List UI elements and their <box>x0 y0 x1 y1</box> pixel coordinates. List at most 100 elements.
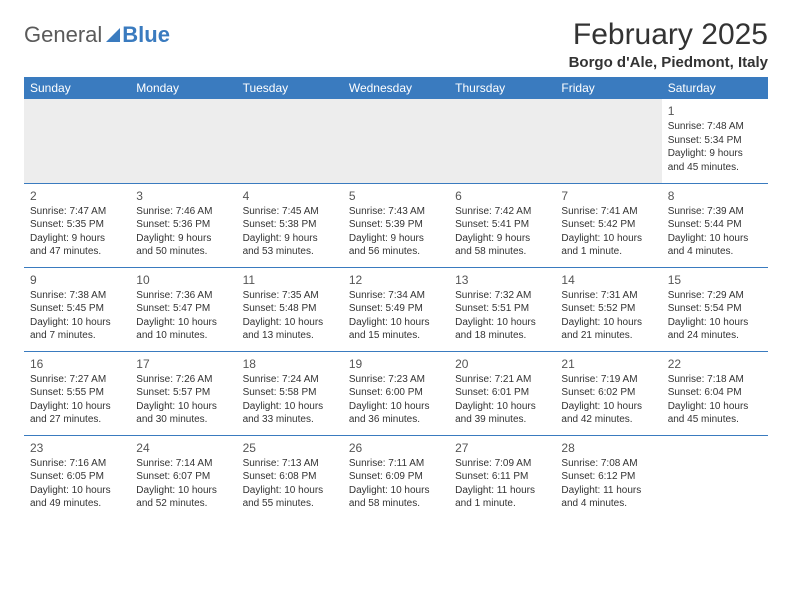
weekday-header: Sunday <box>24 77 130 99</box>
daylight-line: Daylight: 10 hours and 52 minutes. <box>136 484 230 511</box>
daylight-line: Daylight: 10 hours and 7 minutes. <box>30 316 124 343</box>
sunset-line: Sunset: 5:38 PM <box>243 218 337 232</box>
day-number: 5 <box>349 188 443 204</box>
sunrise-line: Sunrise: 7:26 AM <box>136 373 230 387</box>
calendar-day-cell: 15Sunrise: 7:29 AMSunset: 5:54 PMDayligh… <box>662 267 768 351</box>
sunrise-line: Sunrise: 7:48 AM <box>668 120 762 134</box>
sunset-line: Sunset: 6:02 PM <box>561 386 655 400</box>
sunrise-line: Sunrise: 7:08 AM <box>561 457 655 471</box>
day-number: 8 <box>668 188 762 204</box>
day-number: 27 <box>455 440 549 456</box>
day-number: 13 <box>455 272 549 288</box>
sunrise-line: Sunrise: 7:34 AM <box>349 289 443 303</box>
sunrise-line: Sunrise: 7:45 AM <box>243 205 337 219</box>
day-number: 6 <box>455 188 549 204</box>
day-number: 2 <box>30 188 124 204</box>
sunset-line: Sunset: 6:12 PM <box>561 470 655 484</box>
logo-text-general: General <box>24 22 102 48</box>
calendar-week-row: 1Sunrise: 7:48 AMSunset: 5:34 PMDaylight… <box>24 99 768 183</box>
calendar-empty-cell <box>449 99 555 183</box>
sunset-line: Sunset: 5:47 PM <box>136 302 230 316</box>
daylight-line: Daylight: 9 hours and 50 minutes. <box>136 232 230 259</box>
daylight-line: Daylight: 9 hours and 53 minutes. <box>243 232 337 259</box>
daylight-line: Daylight: 10 hours and 1 minute. <box>561 232 655 259</box>
location-label: Borgo d'Ale, Piedmont, Italy <box>569 54 768 71</box>
day-number: 16 <box>30 356 124 372</box>
sunset-line: Sunset: 5:51 PM <box>455 302 549 316</box>
day-number: 14 <box>561 272 655 288</box>
daylight-line: Daylight: 10 hours and 24 minutes. <box>668 316 762 343</box>
calendar-empty-cell <box>237 99 343 183</box>
sunrise-line: Sunrise: 7:39 AM <box>668 205 762 219</box>
calendar-day-cell: 1Sunrise: 7:48 AMSunset: 5:34 PMDaylight… <box>662 99 768 183</box>
calendar-empty-cell <box>130 99 236 183</box>
daylight-line: Daylight: 10 hours and 21 minutes. <box>561 316 655 343</box>
calendar-day-cell: 22Sunrise: 7:18 AMSunset: 6:04 PMDayligh… <box>662 351 768 435</box>
sunset-line: Sunset: 5:39 PM <box>349 218 443 232</box>
daylight-line: Daylight: 9 hours and 45 minutes. <box>668 147 762 174</box>
sunset-line: Sunset: 5:54 PM <box>668 302 762 316</box>
sunrise-line: Sunrise: 7:43 AM <box>349 205 443 219</box>
day-number: 1 <box>668 103 762 119</box>
daylight-line: Daylight: 10 hours and 15 minutes. <box>349 316 443 343</box>
day-number: 25 <box>243 440 337 456</box>
sunset-line: Sunset: 5:35 PM <box>30 218 124 232</box>
daylight-line: Daylight: 10 hours and 55 minutes. <box>243 484 337 511</box>
sunrise-line: Sunrise: 7:21 AM <box>455 373 549 387</box>
calendar-day-cell: 19Sunrise: 7:23 AMSunset: 6:00 PMDayligh… <box>343 351 449 435</box>
sunrise-line: Sunrise: 7:46 AM <box>136 205 230 219</box>
sunrise-line: Sunrise: 7:47 AM <box>30 205 124 219</box>
daylight-line: Daylight: 10 hours and 49 minutes. <box>30 484 124 511</box>
sunset-line: Sunset: 6:04 PM <box>668 386 762 400</box>
sunset-line: Sunset: 5:42 PM <box>561 218 655 232</box>
sunrise-line: Sunrise: 7:41 AM <box>561 205 655 219</box>
calendar-day-cell: 13Sunrise: 7:32 AMSunset: 5:51 PMDayligh… <box>449 267 555 351</box>
daylight-line: Daylight: 10 hours and 42 minutes. <box>561 400 655 427</box>
daylight-line: Daylight: 10 hours and 39 minutes. <box>455 400 549 427</box>
calendar-day-cell: 26Sunrise: 7:11 AMSunset: 6:09 PMDayligh… <box>343 435 449 519</box>
calendar-week-row: 23Sunrise: 7:16 AMSunset: 6:05 PMDayligh… <box>24 435 768 519</box>
daylight-line: Daylight: 11 hours and 4 minutes. <box>561 484 655 511</box>
calendar-day-cell: 8Sunrise: 7:39 AMSunset: 5:44 PMDaylight… <box>662 183 768 267</box>
calendar-week-row: 2Sunrise: 7:47 AMSunset: 5:35 PM Daylight… <box>24 183 768 267</box>
sunrise-line: Sunrise: 7:42 AM <box>455 205 549 219</box>
calendar-day-cell: 21Sunrise: 7:19 AMSunset: 6:02 PMDayligh… <box>555 351 661 435</box>
weekday-header: Friday <box>555 77 661 99</box>
sunset-line: Sunset: 6:09 PM <box>349 470 443 484</box>
sunset-line: Sunset: 5:41 PM <box>455 218 549 232</box>
calendar-day-cell: 10Sunrise: 7:36 AMSunset: 5:47 PMDayligh… <box>130 267 236 351</box>
calendar-day-cell: 28Sunrise: 7:08 AMSunset: 6:12 PMDayligh… <box>555 435 661 519</box>
sunrise-line: Sunrise: 7:24 AM <box>243 373 337 387</box>
calendar-day-cell: 6Sunrise: 7:42 AMSunset: 5:41 PMDaylight… <box>449 183 555 267</box>
sunset-line: Sunset: 6:01 PM <box>455 386 549 400</box>
daylight-line: Daylight: 10 hours and 27 minutes. <box>30 400 124 427</box>
calendar-day-cell: 24Sunrise: 7:14 AMSunset: 6:07 PMDayligh… <box>130 435 236 519</box>
calendar-day-cell: 16Sunrise: 7:27 AMSunset: 5:55 PMDayligh… <box>24 351 130 435</box>
calendar-day-cell: 2Sunrise: 7:47 AMSunset: 5:35 PMDaylight… <box>24 183 130 267</box>
sunrise-line: Sunrise: 7:29 AM <box>668 289 762 303</box>
weekday-header: Monday <box>130 77 236 99</box>
calendar-day-cell: 14Sunrise: 7:31 AMSunset: 5:52 PMDayligh… <box>555 267 661 351</box>
sunset-line: Sunset: 6:00 PM <box>349 386 443 400</box>
sunset-line: Sunset: 5:36 PM <box>136 218 230 232</box>
title-block: February 2025 Borgo d'Ale, Piedmont, Ita… <box>569 18 768 71</box>
sunrise-line: Sunrise: 7:09 AM <box>455 457 549 471</box>
sunset-line: Sunset: 6:07 PM <box>136 470 230 484</box>
sunset-line: Sunset: 5:49 PM <box>349 302 443 316</box>
sunset-line: Sunset: 6:11 PM <box>455 470 549 484</box>
day-number: 19 <box>349 356 443 372</box>
daylight-line: Daylight: 11 hours and 1 minute. <box>455 484 549 511</box>
sunrise-line: Sunrise: 7:11 AM <box>349 457 443 471</box>
sunrise-line: Sunrise: 7:13 AM <box>243 457 337 471</box>
day-number: 18 <box>243 356 337 372</box>
weekday-header: Tuesday <box>237 77 343 99</box>
calendar-day-cell: 12Sunrise: 7:34 AMSunset: 5:49 PMDayligh… <box>343 267 449 351</box>
daylight-line: Daylight: 10 hours and 58 minutes. <box>349 484 443 511</box>
daylight-line: Daylight: 10 hours and 13 minutes. <box>243 316 337 343</box>
daylight-line: Daylight: 10 hours and 4 minutes. <box>668 232 762 259</box>
sunset-line: Sunset: 5:48 PM <box>243 302 337 316</box>
sunrise-line: Sunrise: 7:18 AM <box>668 373 762 387</box>
sunset-line: Sunset: 5:55 PM <box>30 386 124 400</box>
calendar-table: SundayMondayTuesdayWednesdayThursdayFrid… <box>24 77 768 519</box>
sunset-line: Sunset: 5:34 PM <box>668 134 762 148</box>
